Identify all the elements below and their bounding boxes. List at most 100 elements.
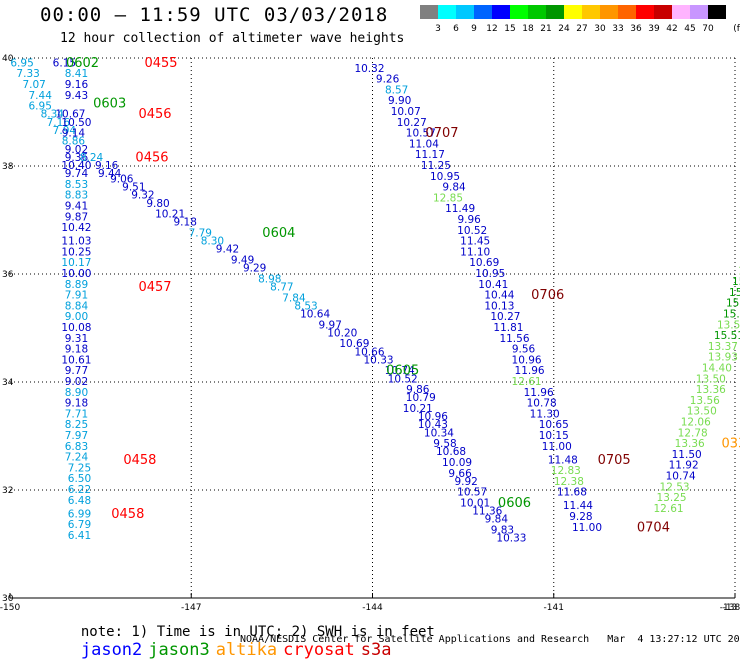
wave-height-value: 10.21 [155, 209, 185, 221]
wave-height-value: 11.81 [493, 322, 523, 334]
wave-height-value: 15.69 [729, 287, 740, 299]
wave-height-value: 8.25 [65, 419, 88, 431]
wave-height-value: 11.30 [530, 408, 560, 420]
pass-time-label: 0456 [138, 107, 171, 122]
wave-height-value: 13.93 [708, 352, 738, 364]
pass-time-label: 0704 [637, 520, 670, 535]
wave-height-value: 10.44 [484, 290, 514, 302]
wave-height-value: 11.48 [548, 454, 578, 466]
wave-height-value: 8.57 [385, 84, 408, 96]
wave-height-value: 6.95 [10, 57, 33, 69]
wave-height-value: 11.92 [669, 460, 699, 472]
color-swatch [492, 5, 510, 19]
pass-time-label: 0331 [721, 437, 740, 452]
y-tick-label: 40 [2, 54, 14, 64]
wave-height-value: 10.01 [460, 498, 490, 510]
wave-height-value: 8.89 [65, 279, 88, 291]
wave-height-value: 8.34 [41, 109, 65, 121]
wave-height-value: 10.25 [61, 246, 91, 258]
y-tick-label: 36 [2, 270, 14, 280]
footer-credit: NOAA/NESDIS Center for Satellite Applica… [240, 634, 740, 645]
wave-height-value: 9.90 [388, 95, 411, 107]
chart-subtitle: 12 hour collection of altimeter wave hei… [60, 31, 405, 46]
wave-height-value: 9.29 [243, 263, 266, 275]
wave-height-value: 10.33 [496, 533, 526, 545]
satellite-jason2: jason2 [80, 640, 143, 660]
wave-height-value: 10.42 [61, 222, 91, 234]
wave-height-value: 10.15 [539, 430, 569, 442]
wave-height-value: 13.50 [717, 319, 740, 331]
wave-height-value: 11.56 [499, 333, 529, 345]
wave-height-value: 7.84 [282, 292, 306, 304]
wave-height-value: 11.04 [409, 138, 439, 150]
wave-height-value: 10.79 [406, 392, 436, 404]
wave-height-value: 12.83 [551, 465, 581, 477]
wave-height-value: 9.36 [65, 152, 89, 164]
wave-height-value: 9.41 [65, 201, 88, 213]
wave-height-value: 6.99 [68, 508, 91, 520]
time-labels: 0602 0455 0603 0456 0456 0604 0457 0707 0706 0605… [66, 56, 740, 535]
wave-height-value: 9.43 [65, 90, 88, 102]
wave-height-value: 9.96 [457, 214, 481, 226]
wave-height-value: 9.87 [65, 211, 88, 223]
wave-height-value: 10.00 [61, 268, 91, 280]
chart-title: 00:00 – 11:59 UTC 03/03/2018 [40, 4, 389, 26]
pass-time-label: 0603 [93, 96, 126, 111]
x-tick-label: -147 [181, 603, 201, 613]
x-tick-label: -138 [720, 603, 740, 613]
wave-height-value: 9.06 [110, 174, 134, 186]
wave-height-value: 11.96 [515, 365, 545, 377]
wave-height-value: 9.92 [454, 476, 477, 488]
color-swatch [690, 5, 708, 19]
wave-height-value: 12.06 [681, 417, 711, 429]
wave-height-value: 10.66 [354, 346, 384, 358]
wave-height-value: 13.36 [696, 384, 726, 396]
pass-time-label: 0707 [425, 126, 458, 141]
wave-height-value: 8.83 [65, 190, 88, 202]
scale-label: 9 [471, 24, 477, 34]
x-tick-label: -141 [544, 603, 564, 613]
pass-time-label: 0456 [135, 150, 168, 165]
wave-height-value: 8.24 [80, 152, 104, 164]
wave-height-value: 12.78 [678, 427, 708, 439]
wave-height-value: 6.48 [68, 495, 91, 507]
wave-height-value: 9.00 [65, 311, 88, 323]
color-swatch [618, 5, 636, 19]
wave-height-value: 10.08 [61, 322, 91, 334]
wave-height-value: 7.44 [29, 90, 53, 102]
wave-height-value: 7.24 [65, 452, 89, 464]
wave-height-value: 10.17 [61, 257, 91, 269]
wave-height-value: 7.33 [16, 68, 39, 80]
wave-height-value: 9.77 [65, 365, 88, 377]
color-swatch [510, 5, 528, 19]
wave-height-value: 12.85 [433, 192, 463, 204]
color-swatch [546, 5, 564, 19]
wave-height-value: 11.50 [672, 449, 702, 461]
wave-height-value: 7.97 [65, 430, 88, 442]
color-swatch [474, 5, 492, 19]
wave-height-value: 11.68 [557, 487, 587, 499]
wave-height-value: 7.25 [68, 462, 91, 474]
wave-height-value: 8.53 [294, 300, 317, 312]
scale-label: 27 [576, 24, 587, 34]
wave-height-value: 8.30 [201, 236, 224, 248]
wave-height-value: 6.79 [68, 519, 91, 531]
wave-height-value: 10.21 [403, 403, 433, 415]
wave-height-value: 7.79 [189, 228, 212, 240]
wave-height-value: 10.96 [512, 354, 542, 366]
wave-height-value: 9.31 [65, 333, 88, 345]
wave-height-value: 13.50 [687, 406, 717, 418]
wave-height-value: 9.84 [485, 514, 509, 526]
wave-height-value: 9.66 [448, 468, 472, 480]
wave-height-value: 9.44 [98, 168, 122, 180]
wave-height-value: 10.27 [490, 311, 520, 323]
wave-height-value: 9.14 [62, 128, 86, 140]
pass-time-label: 0604 [262, 226, 295, 241]
scale-label: 36 [630, 24, 642, 34]
wave-height-value: 7.07 [22, 79, 45, 91]
wave-height-value: 10.69 [339, 338, 369, 350]
wave-height-value: 8.77 [270, 282, 293, 294]
wave-height-value: 10.52 [388, 373, 418, 385]
wave-height-value: 11.25 [421, 160, 451, 172]
